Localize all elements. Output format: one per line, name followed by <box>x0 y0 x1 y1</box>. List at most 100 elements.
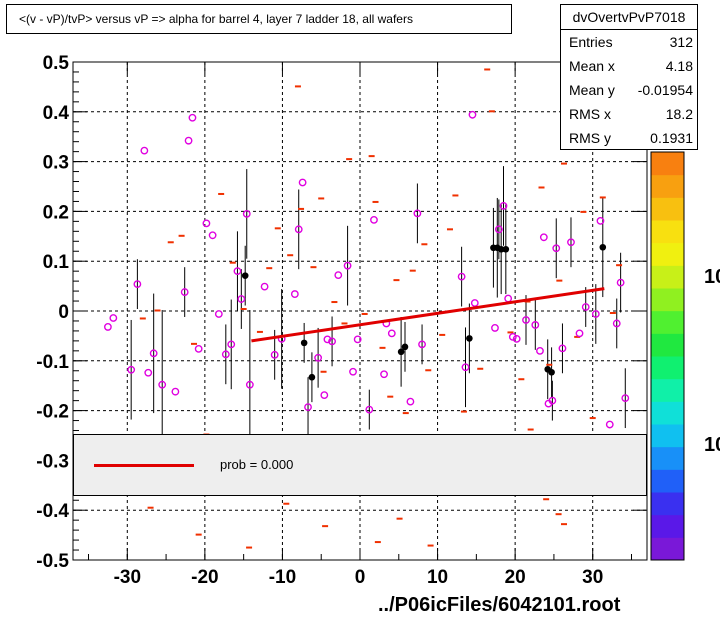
palette-cell <box>651 378 684 402</box>
data-point-open <box>144 368 153 377</box>
data-point-open <box>491 324 499 332</box>
data-point-open <box>127 365 136 374</box>
plot-title: <(v - vP)/tvP> versus vP => alpha for ba… <box>6 4 512 34</box>
histogram-mark <box>368 155 375 158</box>
histogram-mark <box>322 525 329 528</box>
histogram-mark <box>439 333 446 336</box>
stats-key: Entries <box>569 34 613 50</box>
data-point-open <box>245 380 254 389</box>
data-point-open <box>380 370 388 379</box>
data-point-open <box>552 244 561 253</box>
data-point-open <box>499 202 508 210</box>
data-point-profile <box>241 272 249 279</box>
histogram-mark <box>341 322 348 325</box>
data-point-open <box>536 346 544 355</box>
data-point-open <box>539 233 548 242</box>
histogram-mark <box>372 200 379 203</box>
x-tick-label: -30 <box>114 567 141 588</box>
data-point-profile <box>300 339 308 347</box>
fit-line <box>251 287 605 343</box>
histogram-mark <box>310 266 317 269</box>
stats-key: RMS x <box>569 106 611 122</box>
stats-value: -0.01954 <box>637 82 693 98</box>
data-point-open <box>294 225 303 234</box>
y-tick-label: 0.2 <box>43 202 69 223</box>
data-point-open <box>461 363 470 372</box>
histogram-mark <box>589 417 596 420</box>
histogram-mark <box>191 342 198 345</box>
file-label: ../P06icFiles/6042101.root <box>378 594 621 616</box>
histogram-mark <box>609 311 616 314</box>
y-tick-label: -0.2 <box>36 402 69 423</box>
palette-cell <box>651 446 684 470</box>
data-point-profile <box>548 368 555 376</box>
data-point-open <box>418 340 426 349</box>
data-point-open <box>202 219 211 228</box>
stats-value: 18.2 <box>665 106 693 122</box>
histogram-mark <box>374 541 381 544</box>
histogram-mark <box>361 312 368 315</box>
histogram-mark <box>488 110 495 113</box>
histogram-mark <box>139 317 146 320</box>
histogram-mark <box>574 335 581 338</box>
histogram-mark <box>616 264 623 267</box>
histogram-mark <box>266 267 273 270</box>
data-point-open <box>290 290 299 298</box>
histogram-mark <box>346 158 353 161</box>
data-point-open <box>188 113 197 122</box>
histogram-mark <box>294 85 301 88</box>
data-point-open <box>314 353 323 362</box>
data-point-open <box>457 272 466 281</box>
data-point-profile <box>599 243 607 251</box>
data-point-profile <box>308 373 316 381</box>
data-point-open <box>387 329 396 338</box>
histogram-mark <box>320 370 327 373</box>
data-point-open <box>413 209 422 218</box>
data-point-open <box>237 295 246 303</box>
data-point-open <box>171 387 180 396</box>
y-tick-label: 0.1 <box>43 252 70 273</box>
histogram-mark <box>421 243 428 246</box>
y-tick-label: -0.4 <box>36 501 69 522</box>
stats-value: 312 <box>669 34 693 50</box>
histogram-mark <box>218 192 225 195</box>
palette-cell <box>651 242 684 266</box>
palette-cell <box>651 401 684 425</box>
legend-fit-line-swatch <box>94 464 194 467</box>
fit-legend: prob = 0.000 <box>73 434 647 496</box>
histogram-mark <box>246 546 253 549</box>
histogram-mark <box>484 68 491 71</box>
histogram-mark <box>240 308 247 311</box>
data-point-open <box>242 209 251 218</box>
histogram-mark <box>427 544 434 547</box>
data-point-open <box>221 350 230 359</box>
data-point-open <box>133 280 142 289</box>
histogram-mark <box>393 279 400 282</box>
histogram-mark <box>538 186 545 189</box>
stats-key: Mean x <box>569 58 615 74</box>
histogram-mark <box>287 254 294 257</box>
y-tick-label: 0 <box>58 302 69 323</box>
palette-cell <box>651 288 684 312</box>
histogram-mark <box>274 227 281 230</box>
x-tick-label: 30 <box>582 567 603 588</box>
x-tick-label: 20 <box>505 567 526 588</box>
data-point-open <box>304 403 312 412</box>
palette-cell <box>651 356 684 380</box>
histogram-mark <box>298 207 305 210</box>
data-point-open <box>591 310 600 318</box>
data-point-open <box>270 350 279 359</box>
palette-label: 10 <box>704 434 720 456</box>
data-point-open <box>370 215 378 224</box>
data-point-open <box>320 391 329 400</box>
data-point-open <box>567 238 575 247</box>
palette-cell <box>651 469 684 493</box>
data-point-open <box>470 299 479 307</box>
histogram-mark <box>409 269 416 272</box>
palette-cell <box>651 333 684 357</box>
histogram-mark <box>507 331 514 334</box>
histogram-mark <box>396 517 403 520</box>
y-tick-label: 0.5 <box>43 53 70 74</box>
palette-cell <box>651 265 684 289</box>
stats-value: 0.1931 <box>650 130 693 146</box>
